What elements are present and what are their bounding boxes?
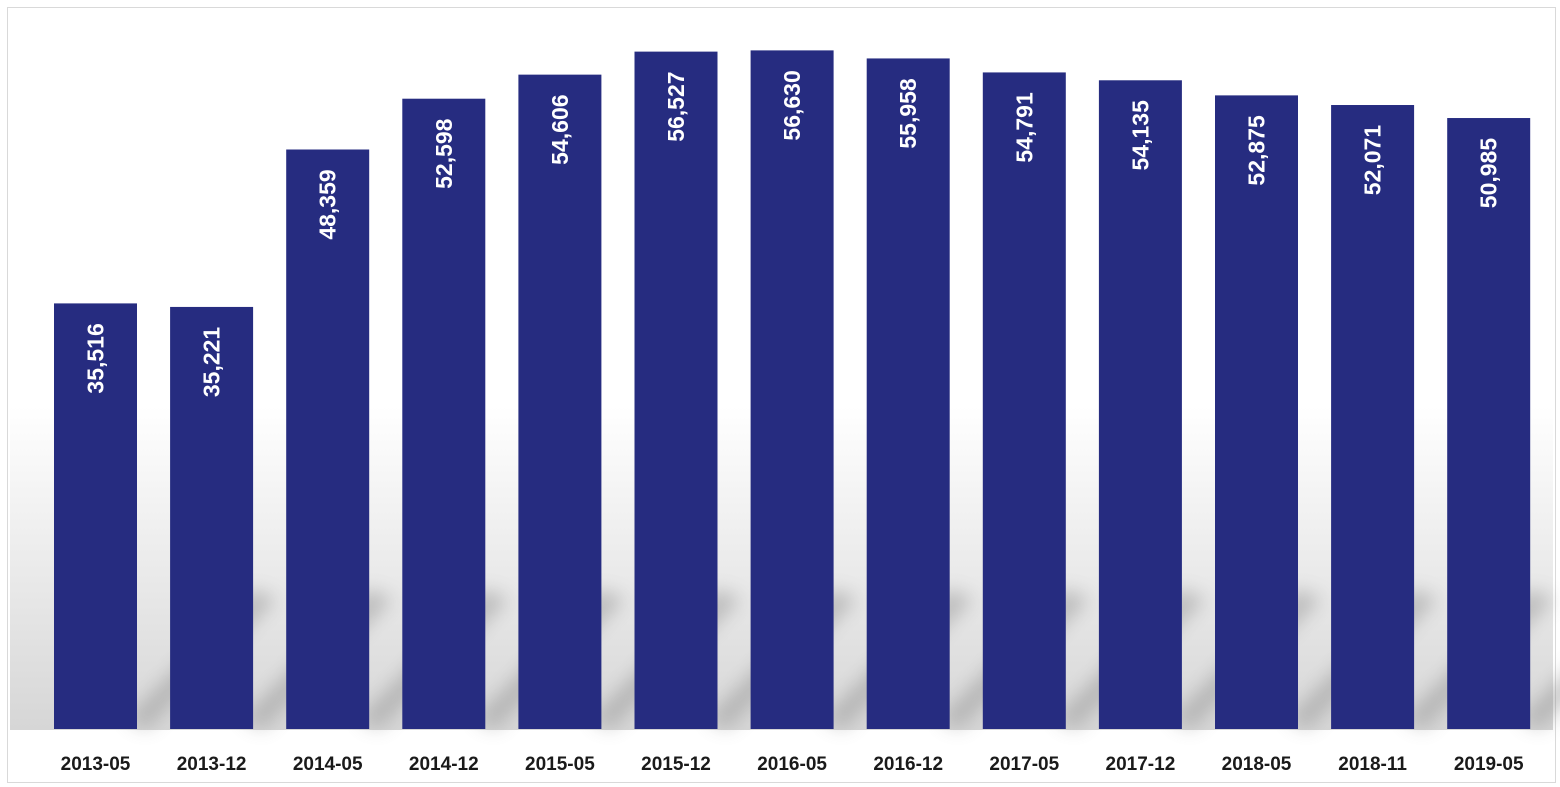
value-label-2018-11: 52,071 (1360, 125, 1386, 196)
category-label-2013-12: 2013-12 (177, 754, 247, 775)
category-label-2017-05: 2017-05 (989, 754, 1059, 775)
category-label-2014-05: 2014-05 (293, 754, 363, 775)
value-label-2017-12: 54,135 (1127, 100, 1153, 171)
value-label-2019-05: 50,985 (1476, 138, 1502, 209)
category-labels-group: 2013-05 2013-12 2014-05 2014-12 2015-05 2015-… (61, 754, 1524, 775)
category-label-2017-12: 2017-12 (1106, 754, 1176, 775)
bar-2016-05 (750, 50, 834, 729)
bar-2016-12 (866, 58, 950, 729)
value-label-2018-05: 52,875 (1244, 115, 1270, 186)
bar-2018-05 (1215, 95, 1298, 730)
value-label-2015-05: 54,606 (547, 94, 573, 164)
bar-2014-05 (286, 149, 370, 729)
value-labels-group: 35,516 35,221 48,359 52,598 54,606 56,527 56,6… (83, 70, 1502, 397)
value-label-2013-12: 35,221 (199, 327, 225, 398)
value-label-2016-05: 56,630 (779, 70, 805, 140)
bar-2018-11 (1331, 105, 1415, 729)
category-label-2018-05: 2018-05 (1222, 754, 1292, 775)
bars-group (54, 50, 1531, 730)
bar-2017-12 (1098, 80, 1182, 730)
category-label-2015-12: 2015-12 (641, 754, 711, 775)
value-label-2014-05: 48,359 (315, 169, 341, 239)
category-label-2016-12: 2016-12 (873, 754, 943, 775)
bar-2019-05 (1447, 118, 1531, 730)
bar-2017-05 (982, 72, 1066, 729)
value-label-2016-12: 55,958 (895, 78, 921, 149)
bar-2015-12 (634, 51, 718, 730)
bar-2013-12 (170, 306, 254, 729)
value-label-2015-12: 56,527 (663, 71, 689, 141)
category-label-2015-05: 2015-05 (525, 754, 595, 775)
category-label-2019-05: 2019-05 (1454, 754, 1524, 775)
bar-2015-05 (518, 74, 602, 729)
value-label-2017-05: 54,791 (1011, 92, 1037, 163)
value-label-2013-05: 35,516 (83, 323, 109, 393)
category-label-2016-05: 2016-05 (757, 754, 827, 775)
value-label-2014-12: 52,598 (431, 118, 457, 189)
category-label-2014-12: 2014-12 (409, 754, 479, 775)
category-label-2013-05: 2013-05 (61, 754, 131, 775)
bar-2014-12 (402, 98, 486, 730)
bar-2013-05 (54, 303, 137, 729)
category-label-2018-11: 2018-11 (1338, 754, 1407, 775)
